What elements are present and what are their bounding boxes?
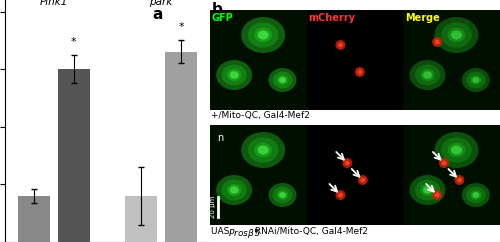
Ellipse shape <box>434 39 440 45</box>
Ellipse shape <box>415 180 440 201</box>
Ellipse shape <box>434 132 478 168</box>
Ellipse shape <box>222 65 247 85</box>
Bar <box>125 196 157 242</box>
Ellipse shape <box>472 192 480 198</box>
Ellipse shape <box>457 177 462 182</box>
Ellipse shape <box>227 184 242 196</box>
Ellipse shape <box>248 137 278 163</box>
Text: Merge: Merge <box>406 13 440 23</box>
Text: Pink1: Pink1 <box>40 0 68 7</box>
Ellipse shape <box>470 75 482 85</box>
Ellipse shape <box>222 180 247 201</box>
Text: 20 μm: 20 μm <box>210 196 216 218</box>
Ellipse shape <box>432 37 442 47</box>
Ellipse shape <box>439 158 449 168</box>
Ellipse shape <box>462 183 490 207</box>
Ellipse shape <box>420 69 434 81</box>
Ellipse shape <box>355 67 365 77</box>
Ellipse shape <box>279 77 286 83</box>
Bar <box>18 196 50 242</box>
Ellipse shape <box>230 71 238 79</box>
Bar <box>404 125 500 225</box>
Text: *: * <box>71 37 76 47</box>
Text: *: * <box>178 22 184 32</box>
Bar <box>58 69 90 242</box>
Ellipse shape <box>279 192 286 198</box>
Bar <box>404 10 500 110</box>
Ellipse shape <box>336 40 345 50</box>
Ellipse shape <box>415 65 440 85</box>
Text: mCherry: mCherry <box>308 13 356 23</box>
Ellipse shape <box>472 77 480 83</box>
Bar <box>404 10 500 110</box>
Ellipse shape <box>241 17 285 53</box>
Ellipse shape <box>358 69 362 75</box>
Bar <box>210 125 306 225</box>
Ellipse shape <box>423 186 432 194</box>
Ellipse shape <box>410 175 446 205</box>
Ellipse shape <box>338 43 343 47</box>
Text: UAS: UAS <box>211 227 232 236</box>
Text: +/Mito-QC, Gal4-Mef2: +/Mito-QC, Gal4-Mef2 <box>211 111 310 120</box>
Bar <box>165 52 197 242</box>
Bar <box>306 10 404 110</box>
Ellipse shape <box>258 145 268 154</box>
Ellipse shape <box>451 30 462 39</box>
Bar <box>210 10 306 110</box>
Ellipse shape <box>345 160 350 166</box>
Ellipse shape <box>360 177 365 182</box>
Ellipse shape <box>410 60 446 90</box>
Ellipse shape <box>448 143 466 157</box>
Ellipse shape <box>358 175 368 185</box>
Ellipse shape <box>216 60 252 90</box>
Ellipse shape <box>241 132 285 168</box>
Ellipse shape <box>441 23 472 48</box>
Bar <box>306 125 404 225</box>
Ellipse shape <box>227 69 242 81</box>
Ellipse shape <box>254 28 272 42</box>
Ellipse shape <box>216 175 252 205</box>
Ellipse shape <box>272 187 292 203</box>
Ellipse shape <box>451 145 462 154</box>
Text: a: a <box>152 7 163 22</box>
Bar <box>210 125 306 225</box>
Ellipse shape <box>462 68 490 92</box>
Ellipse shape <box>441 137 472 163</box>
Text: b: b <box>212 2 223 17</box>
Ellipse shape <box>258 30 268 39</box>
Ellipse shape <box>454 175 464 185</box>
Ellipse shape <box>254 143 272 157</box>
Ellipse shape <box>277 190 288 200</box>
Text: RNAi/Mito-QC, Gal4-Mef2: RNAi/Mito-QC, Gal4-Mef2 <box>252 227 368 236</box>
Text: n: n <box>217 133 223 143</box>
Bar <box>210 10 306 110</box>
Ellipse shape <box>470 190 482 200</box>
Ellipse shape <box>268 183 296 207</box>
Ellipse shape <box>268 68 296 92</box>
Text: park: park <box>150 0 172 7</box>
Ellipse shape <box>277 75 288 85</box>
Ellipse shape <box>432 190 442 200</box>
Ellipse shape <box>420 184 434 196</box>
Ellipse shape <box>448 28 466 42</box>
Ellipse shape <box>230 186 238 194</box>
Ellipse shape <box>342 158 352 168</box>
Ellipse shape <box>272 72 292 88</box>
Bar <box>404 125 500 225</box>
Ellipse shape <box>434 192 440 197</box>
Ellipse shape <box>466 72 485 88</box>
Ellipse shape <box>434 17 478 53</box>
Text: $\it{Pros\beta5}$: $\it{Pros\beta5}$ <box>228 227 260 240</box>
Ellipse shape <box>336 190 345 200</box>
Text: GFP: GFP <box>212 13 234 23</box>
Ellipse shape <box>442 160 446 166</box>
Ellipse shape <box>466 187 485 203</box>
Ellipse shape <box>248 23 278 48</box>
Ellipse shape <box>423 71 432 79</box>
Ellipse shape <box>338 192 343 197</box>
